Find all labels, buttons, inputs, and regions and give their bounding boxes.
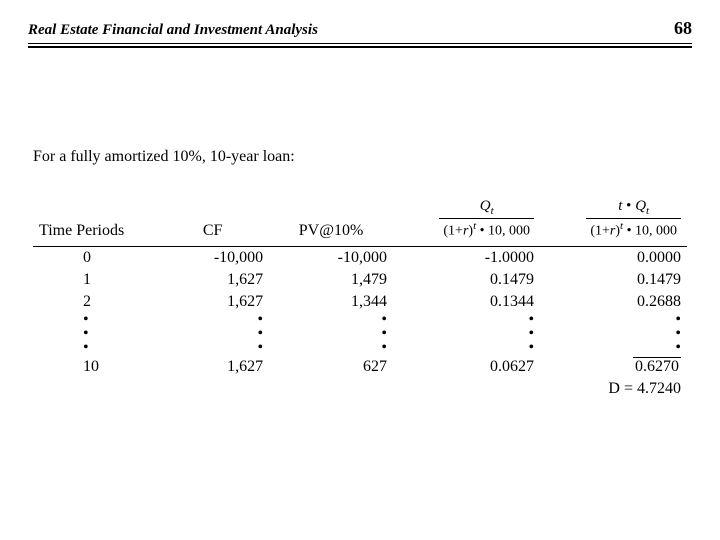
ellipsis-row: ••••• [33, 327, 687, 341]
col-header-formula-tq: t • Qt (1+r)t • 10, 000 [540, 196, 687, 242]
ellipsis-row: ••••• [33, 341, 687, 355]
header-rule [28, 43, 692, 48]
table-row: 2 1,627 1,344 0.1344 0.2688 [33, 291, 687, 313]
result-value: D = 4.7240 [540, 378, 687, 400]
ellipsis-row: ••••• [33, 313, 687, 327]
page-header: Real Estate Financial and Investment Ana… [28, 18, 692, 41]
col-header-time: Time Periods [33, 196, 156, 242]
intro-text: For a fully amortized 10%, 10-year loan: [33, 148, 687, 166]
table-row: 10 1,627 627 0.0627 0.6270 [33, 355, 687, 378]
col-header-formula-q: Qt (1+r)t • 10, 000 [393, 196, 540, 242]
amortization-table: Time Periods CF PV@10% Qt (1+r)t • 10, 0… [33, 196, 687, 400]
col-header-pv: PV@10% [269, 196, 393, 242]
header-title: Real Estate Financial and Investment Ana… [28, 22, 318, 39]
page-number: 68 [674, 18, 692, 39]
table-row: 1 1,627 1,479 0.1479 0.1479 [33, 269, 687, 291]
result-row: D = 4.7240 [33, 378, 687, 400]
table-row: 0 -10,000 -10,000 -1.0000 0.0000 [33, 246, 687, 269]
col-header-cf: CF [156, 196, 269, 242]
